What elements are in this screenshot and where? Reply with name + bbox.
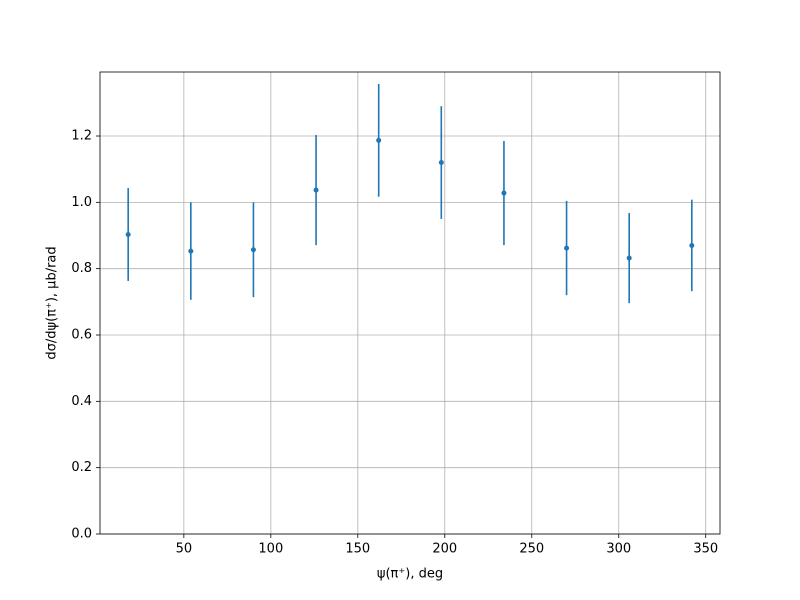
data-point xyxy=(376,137,382,143)
x-tick-label: 100 xyxy=(258,542,283,557)
y-tick-label: 1.0 xyxy=(71,195,92,210)
x-tick-label: 50 xyxy=(176,542,193,557)
data-point xyxy=(626,255,632,261)
x-tick-label: 350 xyxy=(693,542,718,557)
data-point xyxy=(501,190,507,196)
x-tick-label: 150 xyxy=(345,542,370,557)
plot-frame xyxy=(99,71,721,535)
y-tick-label: 0.4 xyxy=(71,394,92,409)
data-point xyxy=(188,248,194,254)
x-tick-label: 300 xyxy=(606,542,631,557)
data-point xyxy=(125,232,131,238)
data-point xyxy=(564,245,570,251)
y-tick-label: 0.2 xyxy=(71,460,92,475)
x-axis-label: ψ(π⁺), deg xyxy=(377,567,443,582)
data-point xyxy=(250,247,256,253)
x-tick-label: 250 xyxy=(519,542,544,557)
data-point xyxy=(689,242,695,248)
y-tick-label: 1.2 xyxy=(71,129,92,144)
x-tick-label: 200 xyxy=(432,542,457,557)
y-tick-label: 0.8 xyxy=(71,261,92,276)
y-axis-label: dσ/dψ(π⁺), μb/rad xyxy=(45,246,60,359)
y-tick-label: 0.6 xyxy=(71,328,92,343)
data-point xyxy=(313,187,319,193)
data-point xyxy=(438,160,444,166)
y-tick-label: 0.0 xyxy=(71,527,92,542)
